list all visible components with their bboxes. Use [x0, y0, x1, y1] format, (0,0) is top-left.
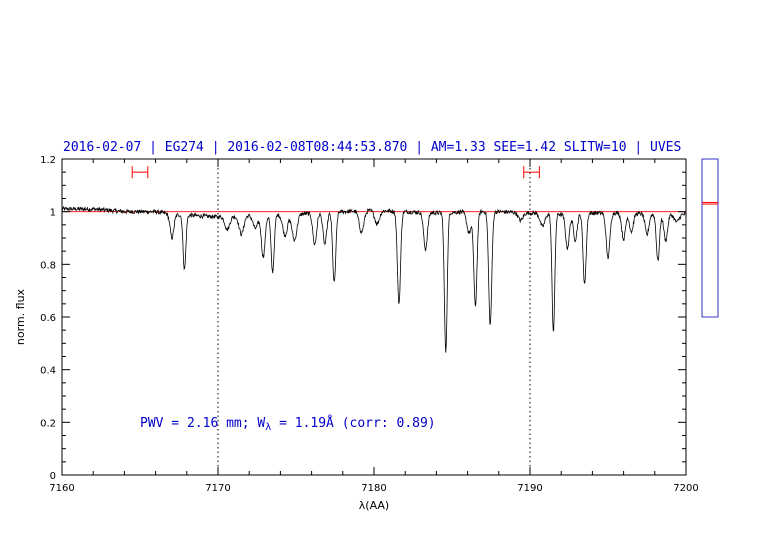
y-tick-label: 0 [50, 471, 56, 482]
x-tick-label: 7190 [517, 483, 542, 494]
x-tick-label: 7170 [205, 483, 230, 494]
y-tick-label: 0.2 [40, 418, 56, 429]
axes-frame [61, 158, 687, 476]
annotation-subscript: λ [265, 422, 271, 433]
x-tick-label: 7200 [673, 483, 698, 494]
x-tick-label: 7180 [361, 483, 386, 494]
annotation-prefix: PWV = 2.16 mm; W [140, 416, 265, 431]
side-panel [701, 158, 719, 318]
side-panel-frame [701, 158, 719, 318]
y-axis-label: norm. flux [14, 288, 27, 345]
plot-area [61, 159, 687, 475]
x-tick-label: 7160 [49, 483, 74, 494]
spectrum-line [61, 205, 687, 353]
y-tick-label: 1.2 [40, 155, 56, 166]
y-tick-label: 1 [50, 208, 56, 219]
interval-marker-1 [523, 166, 540, 179]
y-axis-ticks: 0 0.2 0.4 0.6 0.8 1 1.2 [40, 155, 686, 482]
pwv-annotation: PWV = 2.16 mm; Wλ = 1.19Å (corr: 0.89) [140, 415, 436, 433]
y-tick-label: 0.8 [40, 260, 56, 271]
interval-marker-0 [131, 166, 149, 179]
chart-title: 2016-02-07 | EG274 | 2016-02-08T08:44:53… [63, 140, 681, 155]
x-axis-label: λ(AA) [359, 499, 389, 512]
x-axis-ticks: 7160 7170 7180 7190 7200 [49, 159, 699, 494]
annotation-suffix: = 1.19Å (corr: 0.89) [271, 415, 435, 431]
y-tick-label: 0.4 [40, 366, 56, 377]
y-tick-label: 0.6 [40, 313, 56, 324]
